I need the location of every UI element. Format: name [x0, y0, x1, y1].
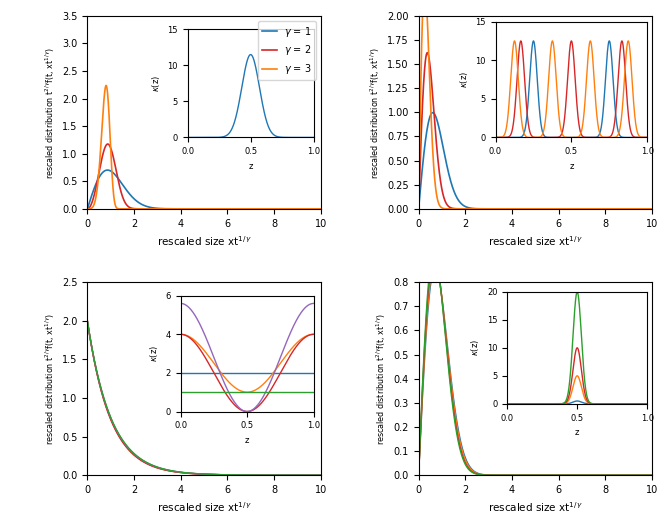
Y-axis label: rescaled distribution t$^{2/\gamma}$f(t, xt$^{1/\gamma}$): rescaled distribution t$^{2/\gamma}$f(t,… — [43, 46, 56, 178]
X-axis label: rescaled size xt$^{1/\gamma}$: rescaled size xt$^{1/\gamma}$ — [488, 234, 583, 248]
X-axis label: rescaled size xt$^{1/\gamma}$: rescaled size xt$^{1/\gamma}$ — [157, 234, 251, 248]
X-axis label: rescaled size xt$^{1/\gamma}$: rescaled size xt$^{1/\gamma}$ — [157, 501, 251, 514]
Y-axis label: rescaled distribution t$^{2/\gamma}$f(t, xt$^{1/\gamma}$): rescaled distribution t$^{2/\gamma}$f(t,… — [374, 313, 388, 445]
Y-axis label: rescaled distribution t$^{2/\gamma}$f(t, xt$^{1/\gamma}$): rescaled distribution t$^{2/\gamma}$f(t,… — [368, 46, 382, 178]
X-axis label: rescaled size xt$^{1/\gamma}$: rescaled size xt$^{1/\gamma}$ — [488, 501, 583, 514]
Legend: $\gamma$ = 1, $\gamma$ = 2, $\gamma$ = 3: $\gamma$ = 1, $\gamma$ = 2, $\gamma$ = 3 — [258, 21, 316, 80]
Y-axis label: rescaled distribution t$^{2/\gamma}$f(t, xt$^{1/\gamma}$): rescaled distribution t$^{2/\gamma}$f(t,… — [43, 313, 56, 445]
